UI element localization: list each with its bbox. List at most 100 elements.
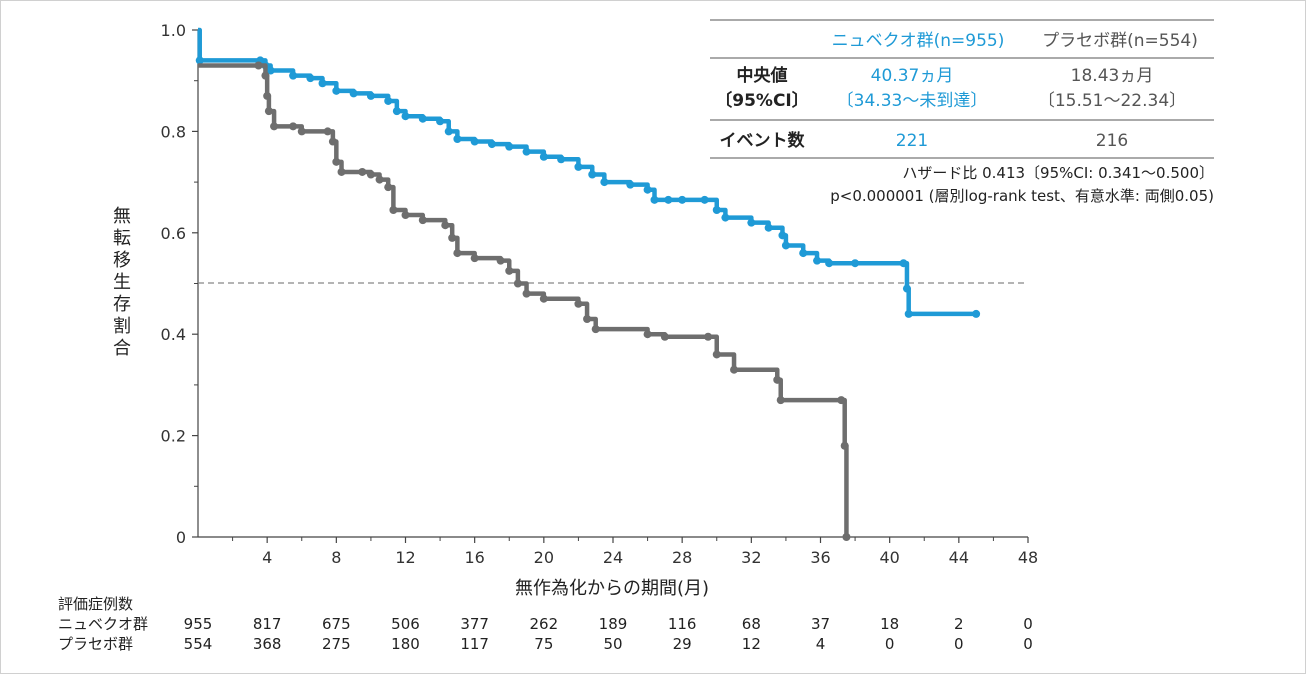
treatment-censor-mark xyxy=(384,96,393,105)
treatment-censor-mark xyxy=(349,89,358,98)
risk-value: 117 xyxy=(460,635,489,653)
treatment-censor-mark xyxy=(505,142,514,151)
treatment-censor-mark xyxy=(588,170,597,179)
treatment-censor-mark xyxy=(453,135,462,144)
risk-value: 4 xyxy=(816,635,826,653)
row-median-label-1: 中央値 xyxy=(737,65,788,86)
placebo-censor-mark xyxy=(366,170,375,179)
table-header-treatment: ニュベクオ群(n=955) xyxy=(832,31,1005,51)
risk-table: 評価症例数 ニュベクオ群 プラセボ群 955 817 675 506 377 262 189… xyxy=(58,595,1033,653)
y-tick-label: 0.2 xyxy=(161,427,186,446)
treatment-censor-mark xyxy=(600,178,609,187)
risk-value: 554 xyxy=(184,635,213,653)
x-tick-label: 48 xyxy=(1018,548,1038,567)
treatment-censor-mark xyxy=(444,127,453,136)
survival-curves xyxy=(195,27,981,541)
placebo-censor-mark xyxy=(496,256,505,265)
placebo-censor-mark xyxy=(337,167,346,176)
placebo-censor-mark xyxy=(297,127,306,136)
risk-value: 0 xyxy=(1023,635,1033,653)
treatment-censor-mark xyxy=(557,155,566,164)
placebo-censor-mark xyxy=(384,183,393,192)
risk-value: 37 xyxy=(811,615,830,633)
placebo-censor-mark xyxy=(574,299,583,308)
hazard-ratio-note: ハザード比 0.413〔95%CI: 0.341〜0.500〕 xyxy=(902,164,1214,182)
treatment-censor-mark xyxy=(470,137,479,146)
placebo-censor-mark xyxy=(441,221,450,230)
treatment-censor-mark xyxy=(266,66,275,75)
x-tick-label: 40 xyxy=(879,548,899,567)
y-ticks: 0 0.2 0.4 0.6 0.8 1.0 xyxy=(161,21,198,547)
placebo-censor-mark xyxy=(453,249,462,258)
treatment-censor-mark xyxy=(972,309,981,318)
treatment-censor-mark xyxy=(366,91,375,100)
treatment-censor-mark xyxy=(436,117,445,126)
risk-values: 955 817 675 506 377 262 189 116 68 37 18 2 0 554 368 27… xyxy=(184,615,1033,653)
x-tick-label: 28 xyxy=(672,548,692,567)
placebo-censor-mark xyxy=(776,396,785,405)
risk-value: 68 xyxy=(742,615,761,633)
pvalue-note: p<0.000001 (層別log-rank test、有意水準: 両側0.05… xyxy=(830,187,1214,205)
treatment-censor-mark xyxy=(813,256,822,265)
placebo-censor-mark xyxy=(773,375,782,384)
y-axis-label: 無転移生存割合 xyxy=(113,206,131,359)
treatment-censor-mark xyxy=(902,284,911,293)
risk-value: 180 xyxy=(391,635,420,653)
treatment-censor-mark xyxy=(650,195,659,204)
risk-value: 506 xyxy=(391,615,420,633)
risk-value: 18 xyxy=(880,615,899,633)
x-tick-label: 12 xyxy=(395,548,415,567)
treatment-censor-mark xyxy=(195,56,204,65)
placebo-censor-mark xyxy=(730,365,739,374)
treatment-censor-mark xyxy=(799,249,808,258)
treatment-censor-mark xyxy=(781,241,790,250)
risk-value: 377 xyxy=(460,615,489,633)
row-median-label-2: 〔95%CI〕 xyxy=(715,90,809,111)
placebo-censor-mark xyxy=(358,167,367,176)
row-median-placebo-2: 〔15.51〜22.34〕 xyxy=(1038,91,1186,111)
risk-value: 817 xyxy=(253,615,282,633)
treatment-censor-mark xyxy=(539,152,548,161)
risk-value: 50 xyxy=(603,635,622,653)
treatment-censor-mark xyxy=(825,259,834,268)
risk-row-label-treatment: ニュベクオ群 xyxy=(58,615,148,633)
placebo-censor-mark xyxy=(323,127,332,136)
row-median-treatment-2: 〔34.33〜未到達〕 xyxy=(837,91,988,111)
risk-row-label-placebo: プラセボ群 xyxy=(58,635,133,653)
treatment-censor-mark xyxy=(721,213,730,222)
summary-table: ニュベクオ群(n=955) プラセボ群(n=554) 中央値 〔95%CI〕 4… xyxy=(710,19,1214,205)
risk-value: 12 xyxy=(742,635,761,653)
treatment-censor-mark xyxy=(899,259,908,268)
x-tick-label: 32 xyxy=(741,548,761,567)
risk-value: 2 xyxy=(954,615,964,633)
treatment-censor-mark xyxy=(418,114,427,123)
placebo-censor-mark xyxy=(270,122,279,131)
treatment-censor-mark xyxy=(904,309,913,318)
placebo-censor-mark xyxy=(389,205,398,214)
placebo-censor-mark xyxy=(332,157,341,166)
treatment-censor-mark xyxy=(522,147,531,156)
treatment-censor-mark xyxy=(392,107,401,116)
risk-value: 0 xyxy=(954,635,964,653)
y-tick-label: 0.4 xyxy=(161,325,186,344)
row-events-placebo: 216 xyxy=(1096,131,1128,151)
placebo-censor-mark xyxy=(539,294,548,303)
placebo-censor-mark xyxy=(660,332,669,341)
placebo-censor-mark xyxy=(375,175,384,184)
placebo-censor-mark xyxy=(643,330,652,339)
placebo-censor-mark xyxy=(712,350,721,359)
placebo-censor-mark xyxy=(263,91,272,100)
placebo-censor-mark xyxy=(328,137,337,146)
risk-value: 955 xyxy=(184,615,213,633)
treatment-censor-mark xyxy=(764,223,773,232)
treatment-censor-mark xyxy=(678,195,687,204)
placebo-censor-mark xyxy=(522,289,531,298)
placebo-censor-mark xyxy=(289,122,298,131)
placebo-censor-mark xyxy=(261,71,270,80)
placebo-censor-mark xyxy=(837,396,846,405)
treatment-censor-mark xyxy=(712,205,721,214)
treatment-censor-mark xyxy=(332,86,341,95)
placebo-censor-mark xyxy=(583,314,592,323)
